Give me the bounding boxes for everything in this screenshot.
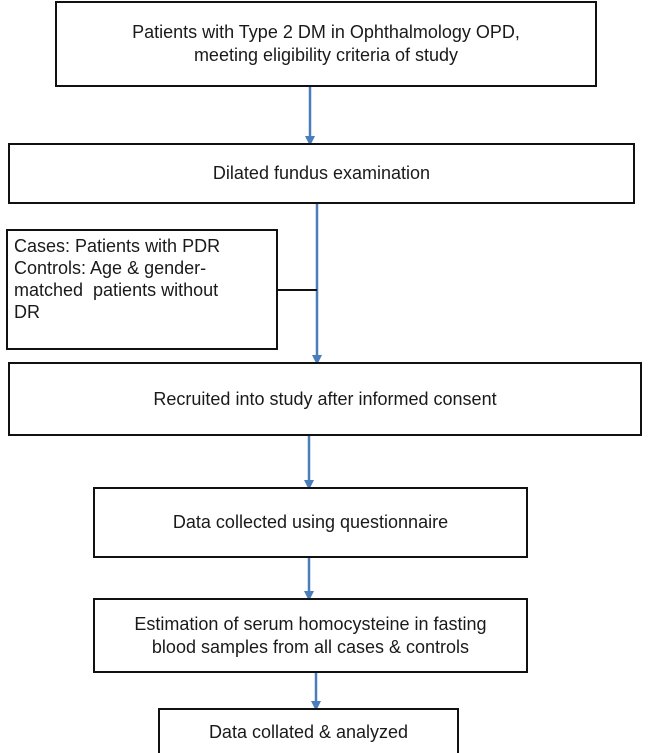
step-text: Dilated fundus examination bbox=[212, 163, 431, 183]
step-box-homocysteine-estimation: Estimation of serum homocysteine in fast… bbox=[93, 598, 528, 673]
step-box-eligible-patients: Patients with Type 2 DM in Ophthalmology… bbox=[55, 1, 597, 87]
step-text: Data collected using questionnaire bbox=[172, 512, 449, 532]
step-text: Recruited into study after informed cons… bbox=[153, 388, 497, 409]
note-text: Cases: Patients with PDR bbox=[14, 236, 221, 256]
step-text: Patients with Type 2 DM in Ophthalmology… bbox=[132, 22, 520, 42]
step-text: blood samples from all cases & controls bbox=[151, 636, 470, 657]
step-text: meeting eligibility criteria of study bbox=[193, 45, 459, 65]
note-text: DR bbox=[14, 302, 40, 322]
note-text: matched patients without bbox=[14, 280, 219, 300]
step-box-data-analysis: Data collated & analyzed bbox=[158, 708, 459, 753]
side-note-case-control-definition: Cases: Patients with PDR Controls: Age &… bbox=[6, 229, 278, 350]
step-text: Estimation of serum homocysteine in fast… bbox=[134, 613, 487, 634]
step-box-recruitment: Recruited into study after informed cons… bbox=[8, 362, 642, 436]
step-box-fundus-examination: Dilated fundus examination bbox=[8, 143, 635, 204]
note-text: Controls: Age & gender- bbox=[14, 258, 207, 278]
step-text: Data collated & analyzed bbox=[208, 722, 409, 742]
step-box-questionnaire: Data collected using questionnaire bbox=[93, 487, 528, 558]
